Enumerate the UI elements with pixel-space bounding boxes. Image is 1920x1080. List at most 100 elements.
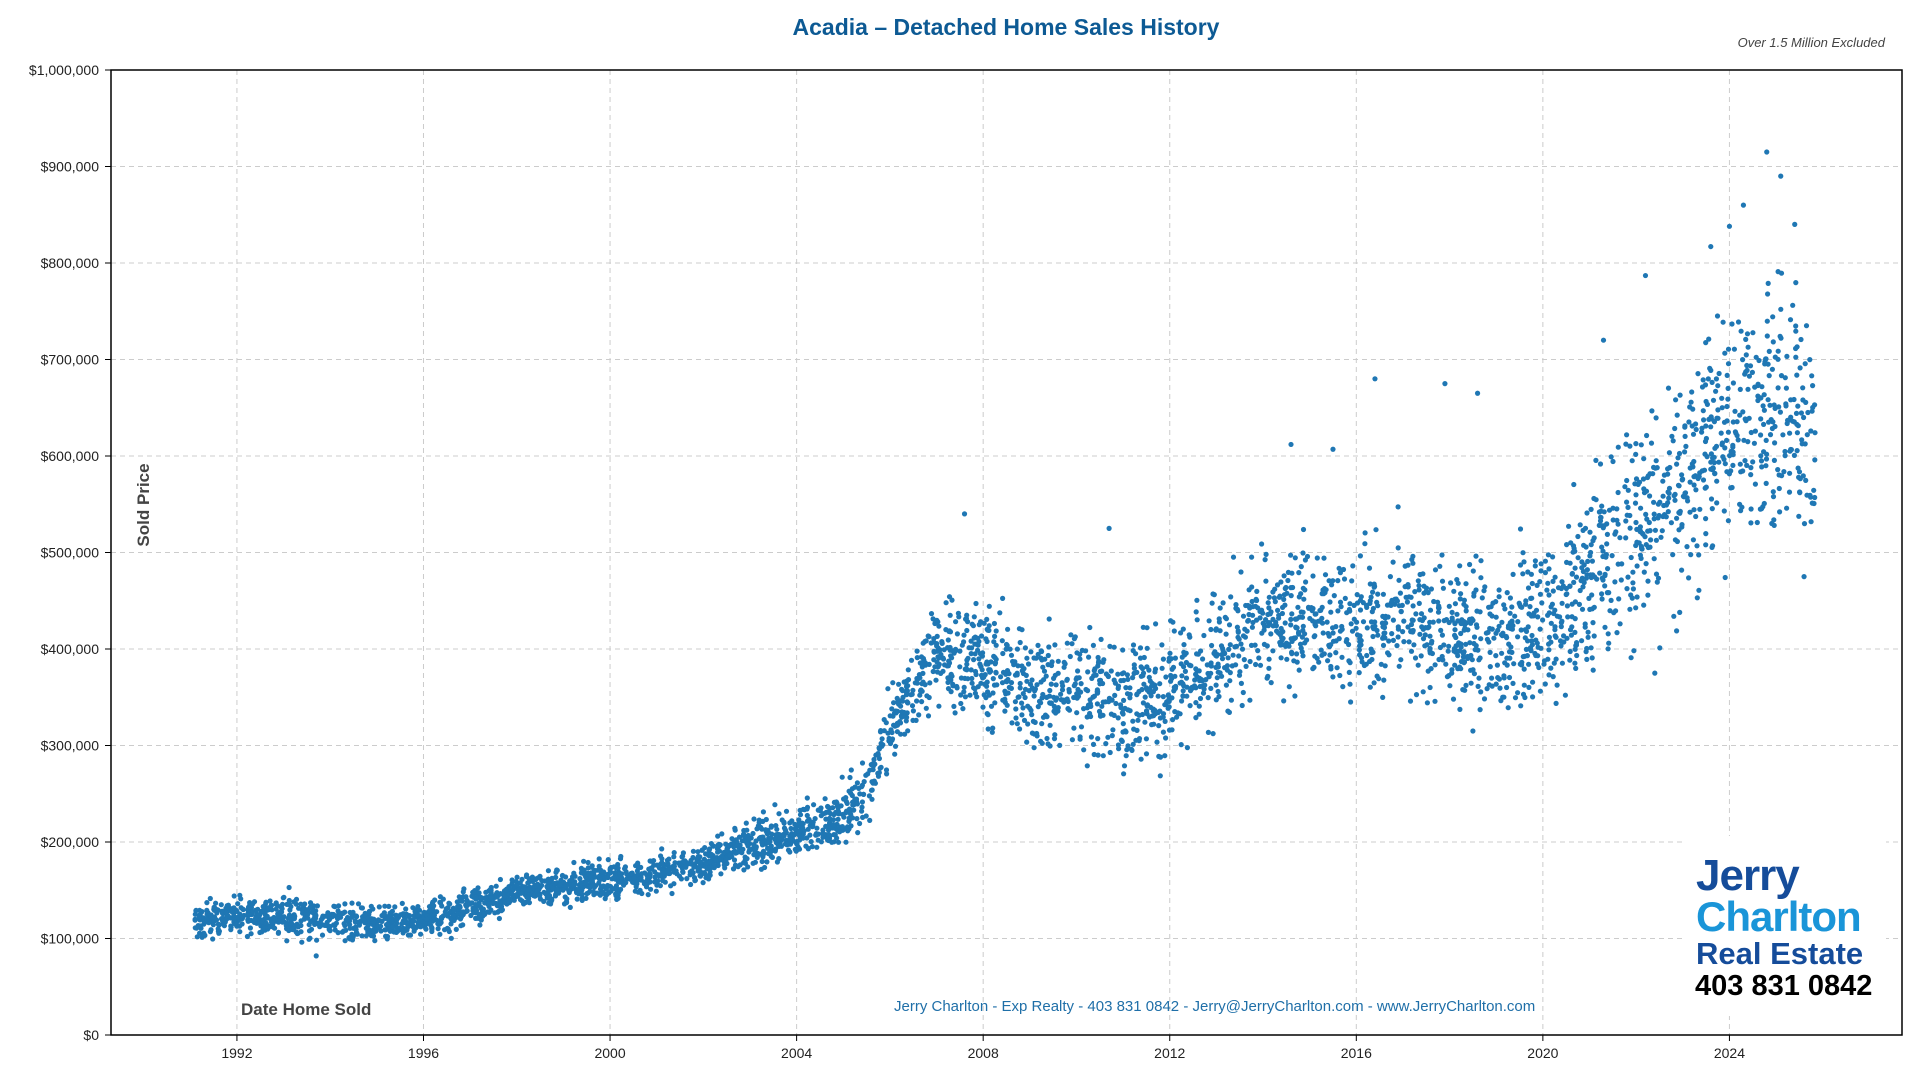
data-point xyxy=(969,621,975,627)
data-point xyxy=(1725,346,1732,352)
data-point xyxy=(1633,605,1639,611)
data-point xyxy=(1458,659,1465,665)
data-point xyxy=(1220,600,1226,606)
data-point xyxy=(997,610,1003,616)
data-point xyxy=(1628,554,1634,561)
x-tick-label: 2024 xyxy=(1714,1045,1745,1061)
data-point xyxy=(1091,751,1097,758)
data-point xyxy=(1618,577,1624,583)
data-point xyxy=(1653,537,1659,543)
data-point xyxy=(1090,741,1097,748)
data-point xyxy=(349,900,355,906)
data-point xyxy=(1446,603,1452,609)
data-point xyxy=(1741,437,1747,443)
data-point xyxy=(1095,736,1101,742)
data-point xyxy=(750,860,756,866)
data-point xyxy=(286,884,292,891)
data-point xyxy=(1616,596,1622,602)
data-point xyxy=(560,887,566,893)
data-point xyxy=(1206,618,1212,624)
data-point xyxy=(1641,569,1647,575)
data-point xyxy=(1025,703,1031,709)
data-point xyxy=(1730,442,1736,448)
data-point xyxy=(1452,662,1458,668)
data-point xyxy=(1648,440,1655,446)
data-point xyxy=(1766,373,1772,379)
data-point xyxy=(1014,646,1021,652)
data-point xyxy=(1548,604,1554,610)
data-point xyxy=(657,883,664,889)
data-point xyxy=(768,824,774,830)
data-point xyxy=(985,689,991,695)
data-point xyxy=(1665,500,1671,506)
data-point xyxy=(1682,490,1688,496)
data-point xyxy=(1708,414,1714,420)
data-point xyxy=(1493,614,1499,620)
logo-line-3: Real Estate xyxy=(1696,936,1864,971)
data-point xyxy=(1771,402,1777,408)
data-point xyxy=(723,857,729,863)
data-point xyxy=(1387,574,1393,580)
data-point xyxy=(1481,588,1487,594)
data-point xyxy=(1546,672,1552,678)
data-point xyxy=(614,886,620,892)
data-point xyxy=(980,704,986,710)
data-point xyxy=(1763,480,1769,486)
data-point xyxy=(1226,709,1232,716)
data-point xyxy=(1184,745,1190,751)
data-point xyxy=(920,640,926,646)
y-tick-label: $300,000 xyxy=(41,738,100,754)
data-point xyxy=(1617,535,1623,541)
data-point xyxy=(1638,442,1644,448)
data-point xyxy=(488,895,494,901)
data-point xyxy=(705,873,711,879)
data-point xyxy=(1599,591,1605,597)
data-point xyxy=(764,831,770,837)
data-point xyxy=(1159,665,1165,671)
data-point xyxy=(1259,607,1265,613)
data-point xyxy=(1272,599,1278,605)
data-point xyxy=(1375,632,1381,638)
data-point xyxy=(1183,650,1189,656)
data-point xyxy=(1154,739,1160,745)
data-point xyxy=(829,839,835,845)
data-point xyxy=(1092,666,1098,672)
data-point xyxy=(1663,514,1669,520)
data-point xyxy=(943,627,949,633)
data-point xyxy=(843,795,849,801)
data-point xyxy=(1289,649,1295,656)
data-point xyxy=(1427,633,1433,639)
data-point xyxy=(1153,621,1159,627)
data-point xyxy=(1804,492,1810,498)
data-point xyxy=(671,881,677,887)
data-point xyxy=(1720,319,1726,325)
data-point xyxy=(1588,506,1594,512)
x-tick-label: 2020 xyxy=(1527,1045,1558,1061)
data-point xyxy=(1787,317,1794,323)
data-point xyxy=(859,760,866,766)
data-point xyxy=(1227,670,1233,676)
data-point xyxy=(1653,571,1660,577)
data-point xyxy=(1088,734,1094,740)
data-point xyxy=(1752,428,1758,434)
data-point xyxy=(716,844,722,850)
data-point xyxy=(922,682,928,688)
data-point xyxy=(1142,719,1148,725)
data-point xyxy=(1249,584,1255,590)
data-point xyxy=(958,692,964,698)
data-point xyxy=(446,900,452,906)
data-point xyxy=(987,669,993,675)
data-point xyxy=(1172,673,1178,679)
data-point xyxy=(1321,651,1327,657)
data-point xyxy=(918,654,925,660)
data-point xyxy=(1179,673,1185,679)
data-point xyxy=(314,903,320,909)
data-point xyxy=(1637,529,1643,535)
data-point xyxy=(1413,692,1420,698)
data-point xyxy=(1655,575,1662,581)
data-point xyxy=(584,891,590,897)
data-point xyxy=(1448,580,1454,586)
data-point xyxy=(1400,629,1406,635)
data-point xyxy=(992,655,998,661)
data-point xyxy=(1256,655,1262,661)
